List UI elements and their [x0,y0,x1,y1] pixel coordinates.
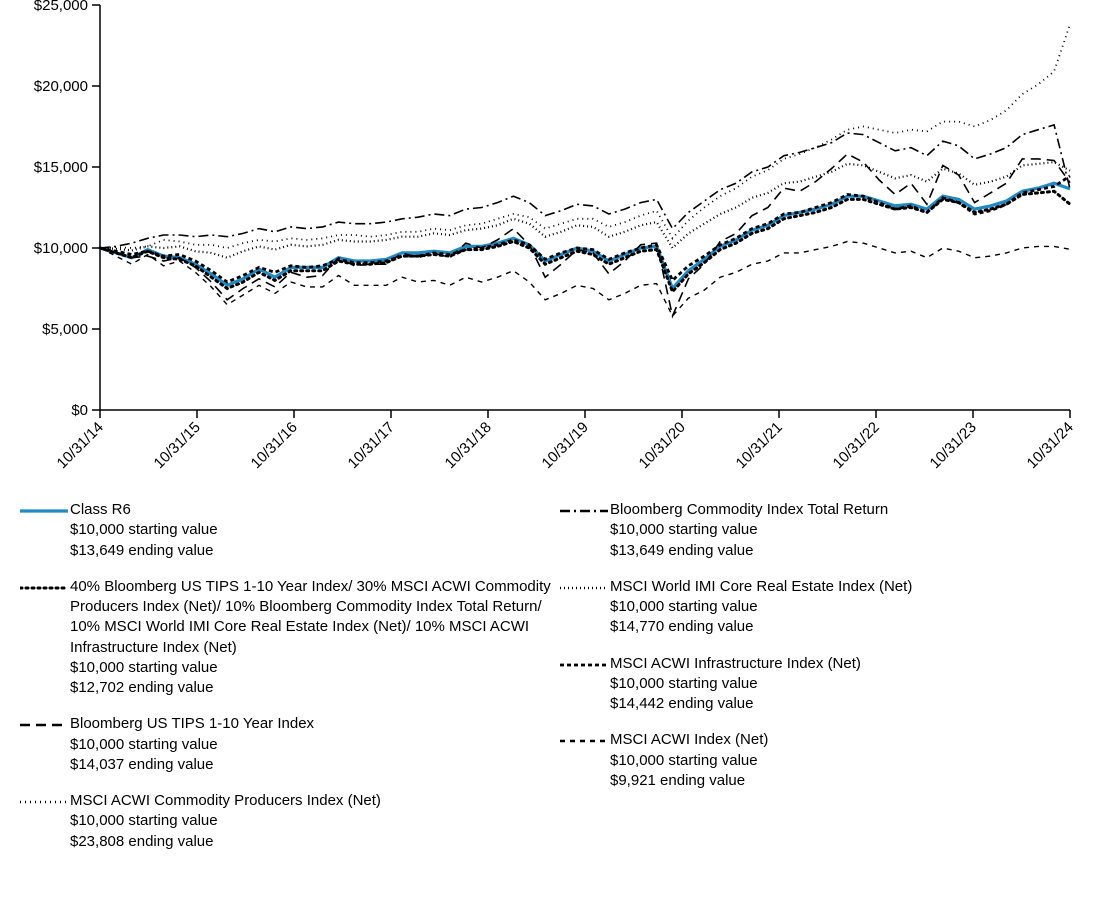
legend-start-value: $10,000 starting value [610,751,1080,771]
y-tick-label: $5,000 [42,321,88,338]
legend-name: Class R6 [70,500,560,520]
x-tick-label: 10/31/22 [830,419,883,472]
legend-item-infra: MSCI ACWI Infrastructure Index (Net)$10,… [560,654,1080,715]
y-tick-label: $10,000 [34,240,88,257]
legend-start-value: $10,000 starting value [70,735,560,755]
legend-text-tips: Bloomberg US TIPS 1-10 Year Index$10,000… [70,714,560,775]
series-infra [100,176,1070,282]
legend-swatch-acwi [560,730,610,791]
legend-name: MSCI ACWI Commodity Producers Index (Net… [70,791,560,811]
legend-end-value: $23,808 ending value [70,832,560,852]
x-tick-label: 10/31/14 [54,419,107,472]
legend-swatch-blend40 [20,577,70,699]
x-tick-label: 10/31/23 [927,419,980,472]
x-tick-label: 10/31/16 [248,419,301,472]
legend-swatch-worldRE [560,577,610,638]
legend-start-value: $10,000 starting value [70,520,560,540]
legend-start-value: $10,000 starting value [610,674,1080,694]
series-commProd [100,24,1070,248]
legend-column-left: Class R6$10,000 starting value$13,649 en… [20,500,560,868]
legend-end-value: $13,649 ending value [610,541,1080,561]
legend-item-acwi: MSCI ACWI Index (Net)$10,000 starting va… [560,730,1080,791]
legend-end-value: $14,770 ending value [610,617,1080,637]
legend-text-classR6: Class R6$10,000 starting value$13,649 en… [70,500,560,561]
x-axis-labels: 10/31/14 10/31/15 10/31/16 10/31/17 10/31/18… [54,419,1077,472]
series-classR6 [100,183,1070,288]
series-bcitr [100,125,1070,248]
legend-text-commProd: MSCI ACWI Commodity Producers Index (Net… [70,791,560,852]
series-tips [100,154,1070,316]
y-tick-label: $0 [71,402,88,419]
legend-column-right: Bloomberg Commodity Index Total Return$1… [560,500,1080,868]
legend-item-classR6: Class R6$10,000 starting value$13,649 en… [20,500,560,561]
legend-name: Bloomberg US TIPS 1-10 Year Index [70,714,560,734]
legend-swatch-bcitr [560,500,610,561]
legend-end-value: $9,921 ending value [610,771,1080,791]
legend-name: MSCI World IMI Core Real Estate Index (N… [610,577,1080,597]
y-tick-label: $20,000 [34,78,88,95]
legend-start-value: $10,000 starting value [70,811,560,831]
legend-item-worldRE: MSCI World IMI Core Real Estate Index (N… [560,577,1080,638]
x-tick-label: 10/31/24 [1024,419,1077,472]
legend-end-value: $14,442 ending value [610,694,1080,714]
x-axis-ticks [100,410,1070,418]
y-tick-label: $15,000 [34,159,88,176]
legend-text-acwi: MSCI ACWI Index (Net)$10,000 starting va… [610,730,1080,791]
growth-line-chart: $0 $5,000 $10,000 $15,000 $20,000 $25,000 10/… [0,0,1100,495]
page-root: { "chart": { "type": "line", "background… [0,0,1100,917]
x-tick-label: 10/31/18 [442,419,495,472]
legend-item-tips: Bloomberg US TIPS 1-10 Year Index$10,000… [20,714,560,775]
legend-swatch-tips [20,714,70,775]
x-tick-label: 10/31/15 [151,419,204,472]
x-tick-label: 10/31/17 [345,419,398,472]
chart-legend: Class R6$10,000 starting value$13,649 en… [20,500,1080,868]
y-tick-label: $25,000 [34,0,88,14]
legend-swatch-classR6 [20,500,70,561]
legend-end-value: $13,649 ending value [70,541,560,561]
legend-end-value: $12,702 ending value [70,678,560,698]
legend-text-worldRE: MSCI World IMI Core Real Estate Index (N… [610,577,1080,638]
legend-name: Bloomberg Commodity Index Total Return [610,500,1080,520]
chart-series [100,24,1070,316]
legend-start-value: $10,000 starting value [70,658,560,678]
x-tick-label: 10/31/19 [539,419,592,472]
legend-item-commProd: MSCI ACWI Commodity Producers Index (Net… [20,791,560,852]
legend-text-blend40: 40% Bloomberg US TIPS 1-10 Year Index/ 3… [70,577,560,699]
legend-start-value: $10,000 starting value [610,520,1080,540]
x-tick-label: 10/31/20 [636,419,689,472]
legend-swatch-infra [560,654,610,715]
legend-text-infra: MSCI ACWI Infrastructure Index (Net)$10,… [610,654,1080,715]
legend-end-value: $14,037 ending value [70,755,560,775]
x-tick-label: 10/31/21 [733,419,786,472]
legend-item-blend40: 40% Bloomberg US TIPS 1-10 Year Index/ 3… [20,577,560,699]
legend-name: 40% Bloomberg US TIPS 1-10 Year Index/ 3… [70,577,560,658]
legend-text-bcitr: Bloomberg Commodity Index Total Return$1… [610,500,1080,561]
legend-start-value: $10,000 starting value [610,597,1080,617]
legend-swatch-commProd [20,791,70,852]
y-axis-ticks [92,5,100,410]
legend-item-bcitr: Bloomberg Commodity Index Total Return$1… [560,500,1080,561]
y-axis-labels: $0 $5,000 $10,000 $15,000 $20,000 $25,000 [34,0,88,419]
legend-name: MSCI ACWI Index (Net) [610,730,1080,750]
legend-name: MSCI ACWI Infrastructure Index (Net) [610,654,1080,674]
